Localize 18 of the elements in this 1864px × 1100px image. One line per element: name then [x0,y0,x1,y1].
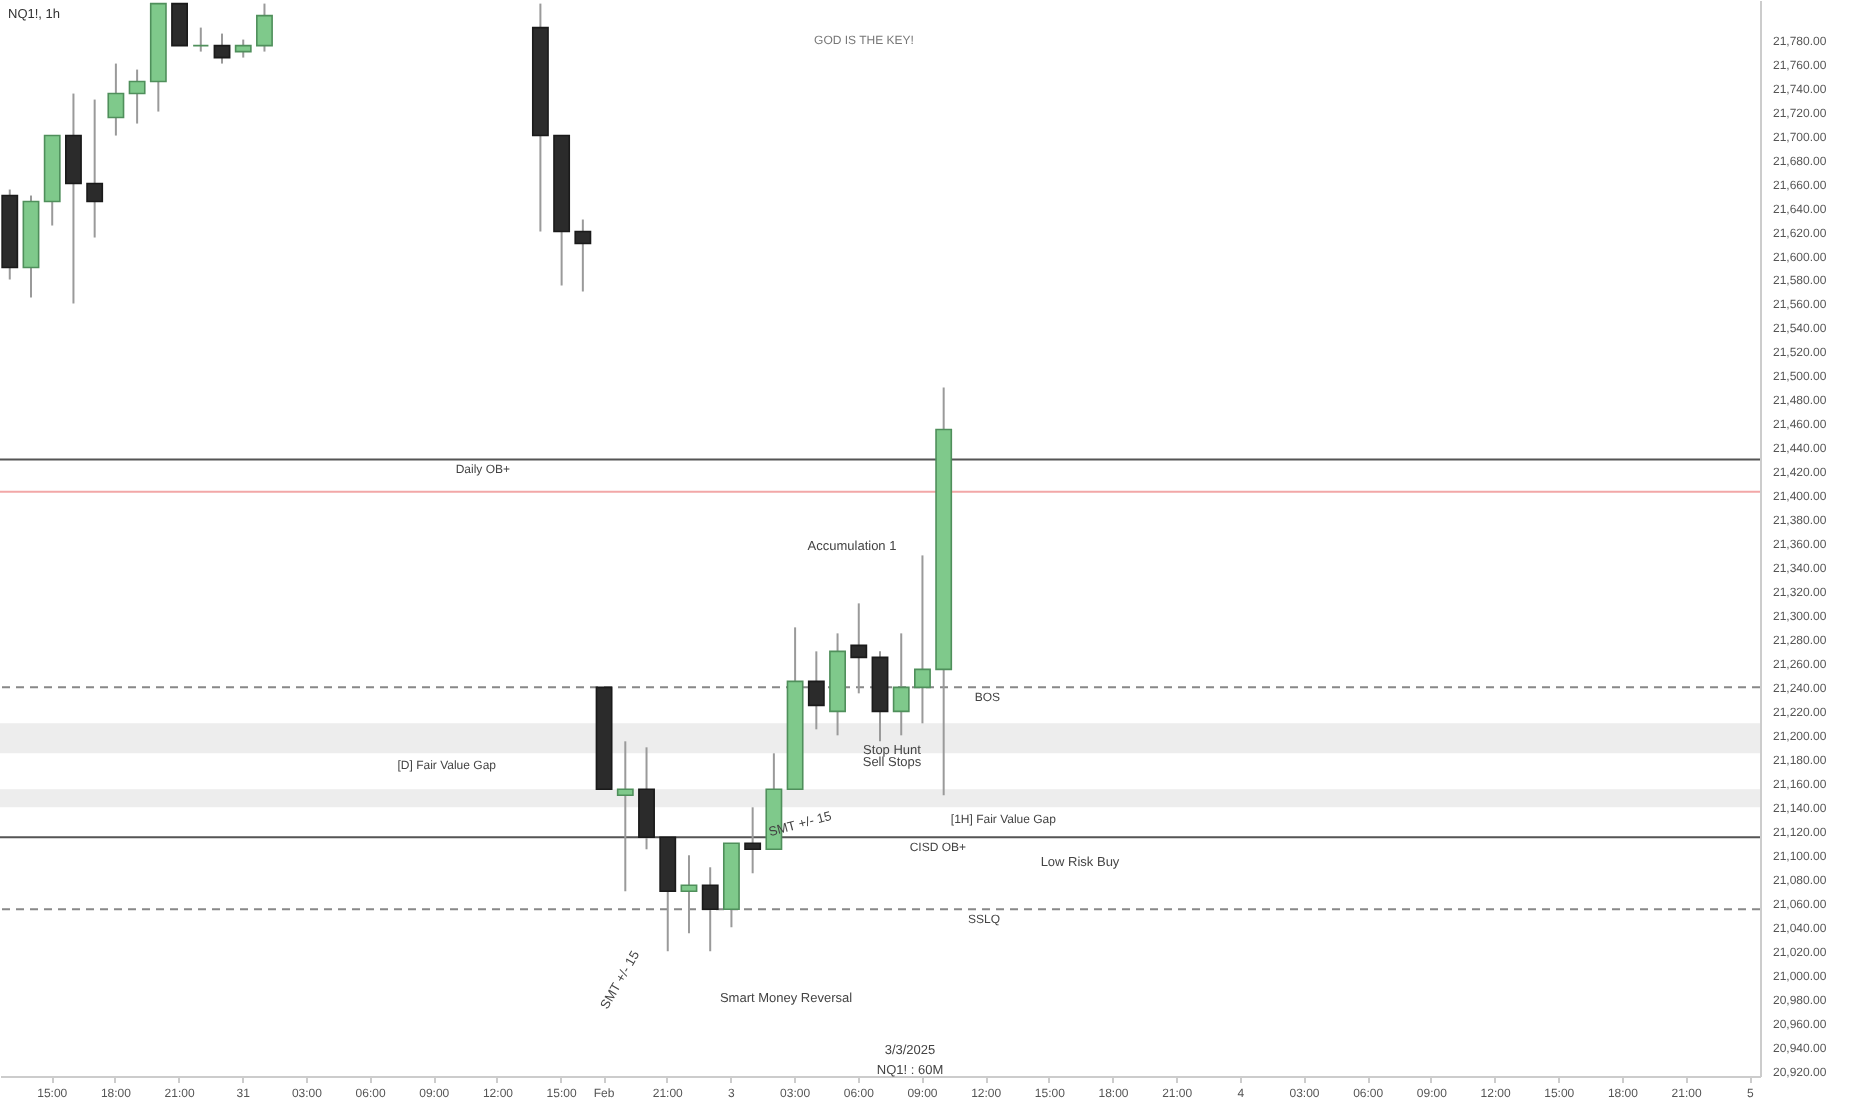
candlestick [65,92,82,305]
candlestick [616,740,634,893]
candlestick [213,32,231,65]
candlestick [744,806,762,875]
candlestick [701,866,719,953]
candlestick [128,68,146,125]
candlestick [86,98,104,239]
candlestick [638,746,655,851]
candlestick [107,62,125,137]
candlestick [192,26,210,53]
candlestick [171,2,189,47]
candlestick [807,650,825,731]
candlestick [892,632,910,737]
candlestick [680,854,698,935]
candlestick [914,554,931,725]
candlestick [574,218,592,293]
candlestick [850,602,868,695]
candlestick [256,2,273,53]
